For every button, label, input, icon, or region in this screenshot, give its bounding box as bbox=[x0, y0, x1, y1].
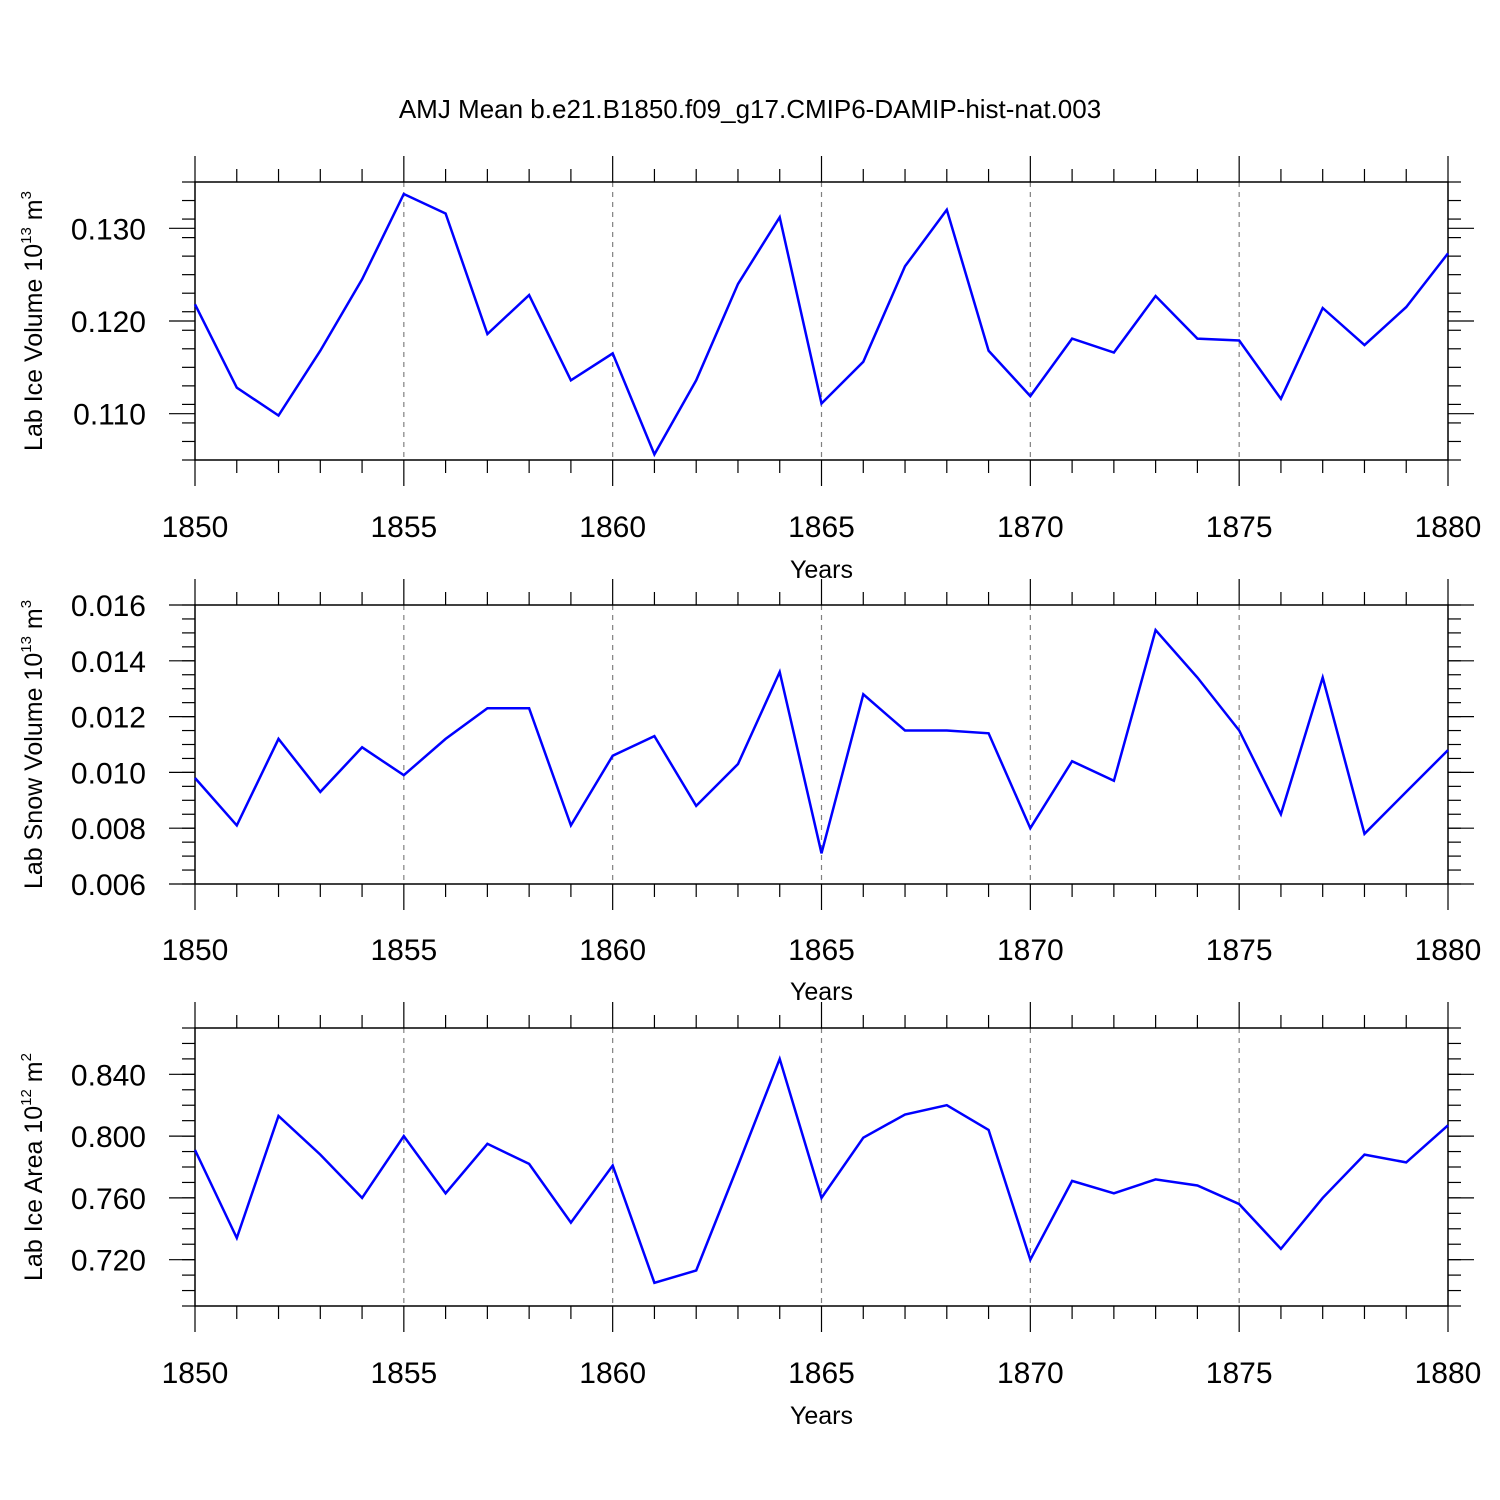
x-tick-label: 1850 bbox=[162, 511, 229, 544]
x-tick-label: 1870 bbox=[997, 934, 1064, 967]
y-tick-label: 0.014 bbox=[71, 646, 146, 679]
x-tick-label: 1860 bbox=[579, 511, 646, 544]
y-tick-label: 0.010 bbox=[71, 757, 146, 790]
series-line bbox=[194, 627, 1449, 854]
x-axis-title: Years bbox=[790, 978, 853, 1006]
panel-3: 1850 1855 1860 1865 1870 1875 1880 Years 0.720 0.… bbox=[18, 1002, 1481, 1430]
y-axis-title-superscript: 12 bbox=[18, 1089, 35, 1106]
y-tick-label: 0.016 bbox=[71, 590, 146, 623]
x-tick-label: 1855 bbox=[370, 1357, 437, 1390]
x-tick-label: 1860 bbox=[579, 1357, 646, 1390]
y-axis-title-text: Lab Snow Volume 10 bbox=[20, 653, 48, 889]
x-tick-label: 1880 bbox=[1415, 1357, 1482, 1390]
y-tick-label: 0.130 bbox=[71, 213, 146, 246]
x-tick-label: 1850 bbox=[162, 934, 229, 967]
y-axis-title-superscript: 3 bbox=[18, 191, 35, 199]
y-axis-title-text: Lab Ice Volume 10 bbox=[20, 244, 48, 451]
chart-title: AMJ Mean b.e21.B1850.f09_g17.CMIP6-DAMIP… bbox=[399, 94, 1101, 124]
x-tick-label: 1875 bbox=[1206, 934, 1273, 967]
y-tick-label: 0.760 bbox=[71, 1183, 146, 1216]
y-axis-title-superscript: 13 bbox=[18, 636, 35, 653]
y-axis-title: Lab Snow Volume 1013 m3 bbox=[18, 600, 48, 889]
x-tick-label: 1850 bbox=[162, 1357, 229, 1390]
x-tick-label: 1870 bbox=[997, 1357, 1064, 1390]
series-line bbox=[193, 192, 1449, 458]
x-tick-label: 1865 bbox=[788, 1357, 855, 1390]
y-axis-title-text: m bbox=[20, 199, 48, 227]
panel-1: 1850 1855 1860 1865 1870 1875 1880Years0.1100.… bbox=[18, 156, 1481, 584]
y-tick-label: 0.800 bbox=[71, 1121, 146, 1154]
y-tick-label: 0.012 bbox=[71, 702, 146, 735]
y-tick-label: 0.840 bbox=[71, 1059, 146, 1092]
x-tick-label: 1875 bbox=[1206, 511, 1273, 544]
panels: 1850 1855 1860 1865 1870 1875 1880 Years 0.110 0.… bbox=[18, 156, 1481, 1430]
x-tick-label: 1855 bbox=[370, 511, 437, 544]
panel-2: 1850 1855 1860 1865 1870 1875 1880 Years 0.006 0.… bbox=[18, 579, 1481, 1006]
y-tick-label: 0.110 bbox=[73, 399, 146, 432]
x-tick-label: 1865 bbox=[788, 511, 855, 544]
series-line bbox=[193, 1055, 1449, 1285]
y-axis-title-text: Lab Ice Area 10 bbox=[20, 1106, 48, 1281]
y-tick-label: 0.008 bbox=[71, 813, 146, 846]
y-axis-title-text: m bbox=[20, 1061, 48, 1089]
y-axis-title: Lab Ice Area 1012 m2 bbox=[18, 1053, 48, 1281]
x-tick-label: 1880 bbox=[1415, 934, 1482, 967]
y-axis-title-text: m bbox=[20, 608, 48, 636]
y-axis-title-superscript: 2 bbox=[18, 1053, 35, 1061]
y-tick-label: 0.006 bbox=[71, 869, 146, 902]
y-axis-title-superscript: 3 bbox=[18, 600, 35, 608]
x-tick-label: 1880 bbox=[1415, 511, 1482, 544]
x-tick-label: 1865 bbox=[788, 934, 855, 967]
y-axis-title: Lab Ice Volume 1013 m3 bbox=[18, 191, 48, 451]
x-tick-label: 1855 bbox=[370, 934, 437, 967]
y-tick-label: 0.720 bbox=[71, 1245, 146, 1278]
x-tick-label: 1860 bbox=[579, 934, 646, 967]
x-tick-label: 1870 bbox=[997, 511, 1064, 544]
y-axis-title-superscript: 13 bbox=[18, 227, 35, 244]
x-axis-title: Years bbox=[790, 1402, 853, 1430]
y-tick-label: 0.120 bbox=[71, 306, 146, 339]
x-tick-label: 1875 bbox=[1206, 1357, 1273, 1390]
